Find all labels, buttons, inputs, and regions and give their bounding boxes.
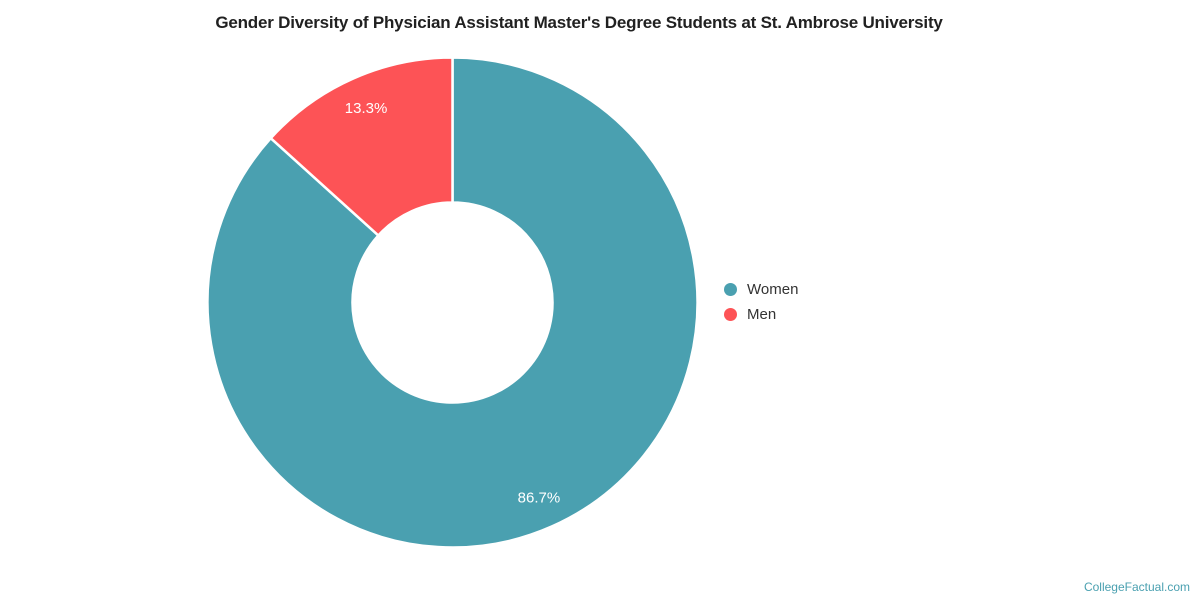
legend-marker-men: [724, 308, 737, 321]
chart-title: Gender Diversity of Physician Assistant …: [215, 13, 943, 32]
pie-slice-men[interactable]: [269, 56, 454, 237]
legend-label-men: Men: [747, 306, 777, 323]
legend-item-men[interactable]: Men: [724, 302, 798, 327]
pie-slices: [206, 56, 699, 549]
pie-slice-labels: 86.7% 13.3%: [345, 100, 560, 506]
legend-item-women[interactable]: Women: [724, 277, 798, 302]
legend: Women Men: [724, 277, 798, 327]
slice-label-men: 13.3%: [345, 100, 388, 117]
watermark-link[interactable]: CollegeFactual.com: [1083, 580, 1190, 594]
pie-slice-women[interactable]: [206, 56, 699, 549]
legend-label-women: Women: [747, 281, 799, 298]
slice-label-women: 86.7%: [518, 489, 561, 506]
legend-marker-women: [724, 283, 737, 296]
